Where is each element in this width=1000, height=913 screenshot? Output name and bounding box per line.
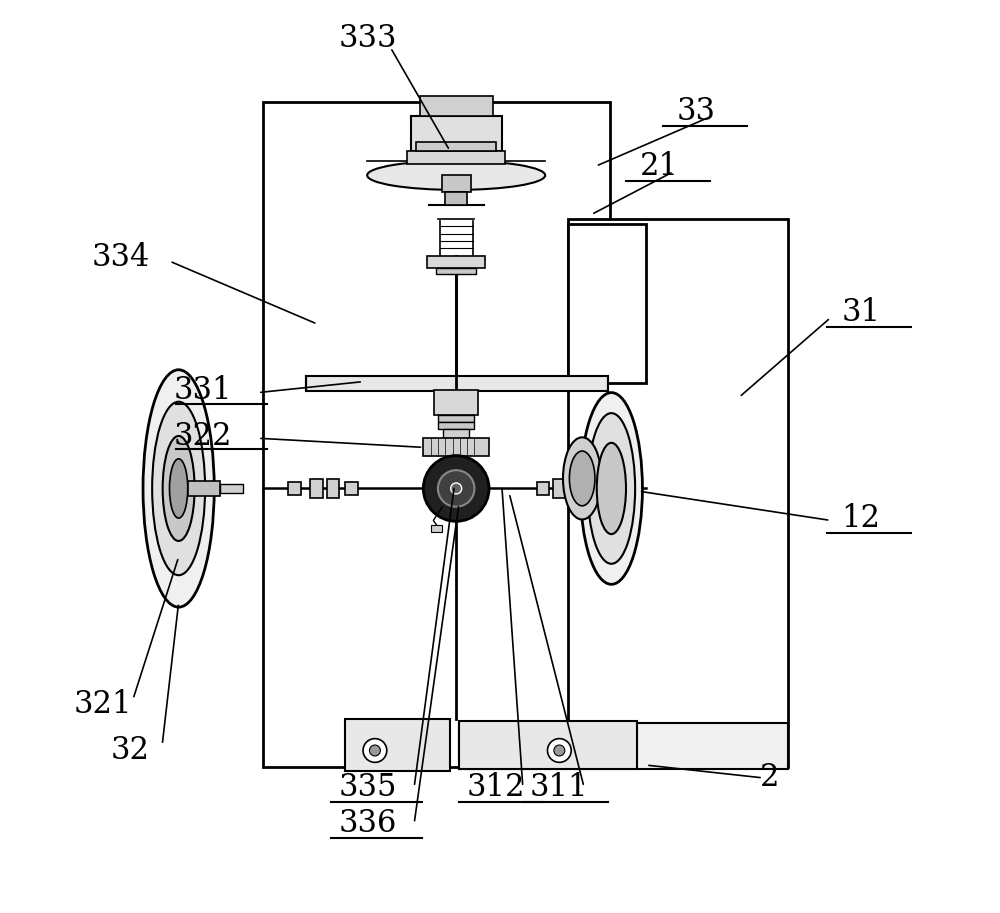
Text: 33: 33 <box>677 96 716 127</box>
Ellipse shape <box>563 437 601 519</box>
Text: 311: 311 <box>530 771 589 803</box>
Text: 31: 31 <box>841 297 880 328</box>
Text: 336: 336 <box>338 808 397 839</box>
Circle shape <box>438 470 474 507</box>
Bar <box>420 96 493 116</box>
Bar <box>568 219 788 767</box>
Bar <box>423 438 489 456</box>
Bar <box>584 482 597 495</box>
Bar <box>306 376 608 391</box>
Text: 334: 334 <box>92 242 150 273</box>
Text: 21: 21 <box>640 151 679 182</box>
Bar <box>459 723 788 769</box>
Bar <box>443 429 469 438</box>
Bar <box>442 175 471 192</box>
Ellipse shape <box>580 393 642 584</box>
Circle shape <box>363 739 387 762</box>
Bar <box>568 479 581 498</box>
Text: 331: 331 <box>174 375 233 406</box>
Bar <box>345 719 450 771</box>
Circle shape <box>554 745 565 756</box>
Bar <box>407 151 505 164</box>
Text: 333: 333 <box>338 23 397 54</box>
Bar <box>436 268 476 274</box>
Bar <box>188 481 220 496</box>
Ellipse shape <box>588 413 635 563</box>
Bar <box>310 479 323 498</box>
Bar <box>568 224 646 383</box>
Bar <box>431 525 442 532</box>
Bar <box>537 482 549 495</box>
Bar <box>288 482 301 495</box>
Ellipse shape <box>143 370 214 607</box>
Bar <box>263 102 610 767</box>
Bar <box>220 484 243 493</box>
Bar <box>445 192 467 205</box>
Text: 312: 312 <box>466 771 525 803</box>
Circle shape <box>369 745 380 756</box>
Ellipse shape <box>163 436 195 540</box>
Bar <box>438 422 474 429</box>
Bar <box>345 482 358 495</box>
Circle shape <box>423 456 489 521</box>
Bar <box>427 256 485 268</box>
Bar <box>553 479 566 498</box>
Ellipse shape <box>569 451 595 506</box>
Bar <box>416 142 496 151</box>
Ellipse shape <box>367 161 545 190</box>
Text: 335: 335 <box>338 771 397 803</box>
Ellipse shape <box>169 458 188 519</box>
Circle shape <box>451 483 462 494</box>
Bar <box>438 415 474 422</box>
Circle shape <box>547 739 571 762</box>
Text: 32: 32 <box>111 735 150 766</box>
Text: 321: 321 <box>74 689 132 720</box>
Bar <box>411 116 502 151</box>
Bar <box>459 721 637 769</box>
Text: 12: 12 <box>841 503 880 534</box>
Bar <box>327 479 339 498</box>
Ellipse shape <box>597 443 626 534</box>
Text: 322: 322 <box>174 421 233 452</box>
Text: 2: 2 <box>760 762 779 793</box>
Bar <box>434 390 478 415</box>
Ellipse shape <box>152 402 205 575</box>
